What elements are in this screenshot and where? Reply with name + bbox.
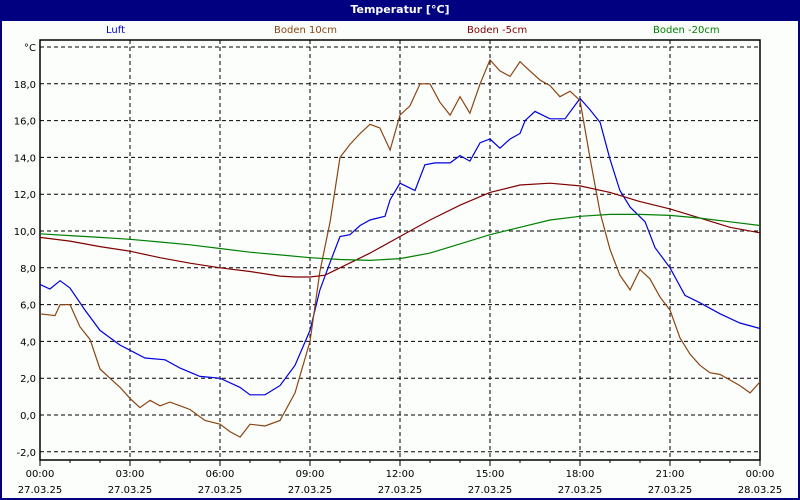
- y-tick-label: -2,0: [16, 448, 36, 459]
- y-tick-label: °C: [24, 43, 36, 54]
- plot-area: [39, 39, 761, 461]
- x-tick-time: 21:00: [656, 469, 685, 480]
- y-tick-label: 10,0: [14, 227, 36, 238]
- x-tick-time: 09:00: [296, 469, 325, 480]
- series-line: [39, 182, 761, 278]
- x-tick-time: 06:00: [206, 469, 235, 480]
- legend-item: Luft: [106, 25, 125, 36]
- legend-item: Boden -5cm: [467, 25, 528, 36]
- x-tick-date: 27.03.25: [468, 485, 513, 496]
- y-tick-label: 4,0: [20, 337, 36, 348]
- series-line: [39, 213, 761, 262]
- legend-item: Boden -20cm: [653, 25, 720, 36]
- x-tick-date: 27.03.25: [558, 485, 603, 496]
- legend-item: Boden 10cm: [274, 25, 337, 36]
- y-tick-label: 16,0: [14, 117, 36, 128]
- y-tick-label: 8,0: [20, 264, 36, 275]
- x-tick-date: 27.03.25: [288, 485, 333, 496]
- y-tick-label: 18,0: [14, 80, 36, 91]
- x-tick-date: 27.03.25: [378, 485, 423, 496]
- x-tick-time: 18:00: [566, 469, 595, 480]
- x-tick-date: 28.03.25: [738, 485, 783, 496]
- y-tick-label: 6,0: [20, 301, 36, 312]
- x-tick-time: 15:00: [476, 469, 505, 480]
- x-tick-time: 12:00: [386, 469, 415, 480]
- x-tick-time: 00:00: [746, 469, 775, 480]
- x-tick-time: 03:00: [116, 469, 145, 480]
- x-tick-date: 27.03.25: [648, 485, 693, 496]
- y-tick-label: 14,0: [14, 153, 36, 164]
- x-tick-date: 27.03.25: [108, 485, 153, 496]
- x-tick-time: 00:00: [26, 469, 55, 480]
- y-tick-label: 0,0: [20, 411, 36, 422]
- x-tick-date: 27.03.25: [18, 485, 63, 496]
- chart-title: Temperatur [°C]: [0, 0, 800, 21]
- x-tick-date: 27.03.25: [198, 485, 243, 496]
- y-tick-label: 2,0: [20, 374, 36, 385]
- y-tick-label: 12,0: [14, 190, 36, 201]
- series-line: [39, 97, 761, 396]
- series-line: [39, 58, 761, 438]
